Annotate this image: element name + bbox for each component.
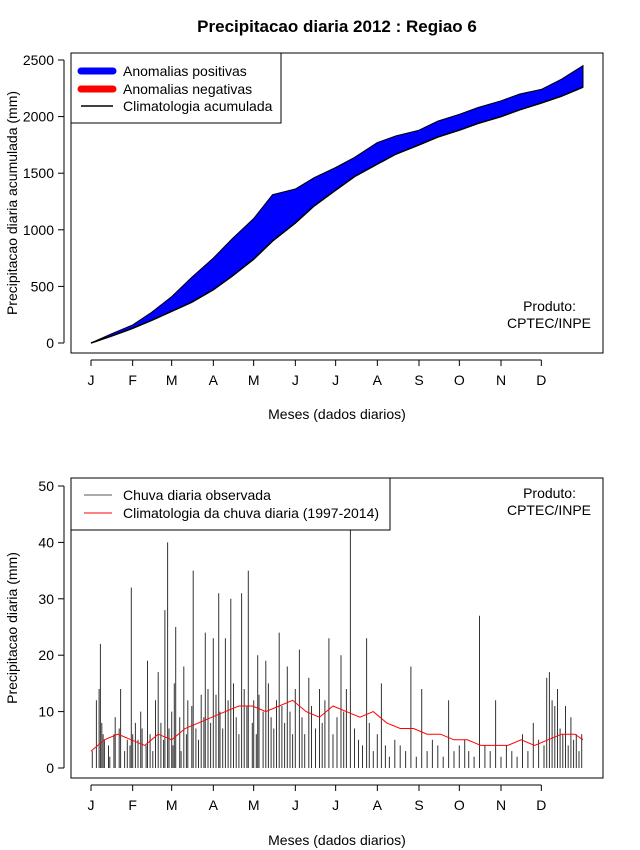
bottom-x-tick-label: A <box>209 797 219 813</box>
bottom-x-tick-label: O <box>454 797 465 813</box>
top-x-tick-label: A <box>373 372 383 388</box>
bottom-x-tick-label: D <box>536 797 546 813</box>
top-y-tick-label: 2500 <box>23 52 54 68</box>
top-x-tick-label: F <box>128 372 137 388</box>
bottom-x-tick-label: S <box>414 797 423 813</box>
top-x-tick-label: A <box>209 372 219 388</box>
bottom-x-tick-label: J <box>332 797 339 813</box>
bottom-x-tick-label: M <box>166 797 178 813</box>
bottom-x-tick-label: N <box>496 797 506 813</box>
top-x-tick-label: M <box>166 372 178 388</box>
bottom-y-axis: 0 10 20 30 40 50 <box>38 478 65 776</box>
bottom-y-tick-label: 50 <box>38 478 54 494</box>
top-y-tick-label: 1500 <box>23 165 54 181</box>
bottom-y-tick-label: 10 <box>38 704 54 720</box>
top-plot-border <box>70 52 604 354</box>
top-y-tick-label: 2000 <box>23 109 54 125</box>
bottom-y-tick-label: 30 <box>38 591 54 607</box>
top-y-tick-label: 1000 <box>23 222 54 238</box>
cumulative-chart: Precipitacao diaria 2012 : Regiao 6 0 500… <box>4 17 604 422</box>
top-x-tick-label: J <box>88 372 95 388</box>
legend-label-climatology: Climatologia acumulada <box>123 98 273 114</box>
top-x-tick-label: M <box>248 372 260 388</box>
top-y-axis: 0 500 1000 1500 2000 2500 <box>23 52 65 351</box>
bottom-x-axis-label: Meses (dados diarios) <box>268 832 406 848</box>
bottom-credit-line-2: CPTEC/INPE <box>507 502 591 518</box>
bottom-x-tick-label: F <box>128 797 137 813</box>
legend-label-daily-climatology: Climatologia da chuva diaria (1997-2014) <box>123 505 379 521</box>
top-legend: Anomalias positivas Anomalias negativas … <box>70 52 282 124</box>
daily-rain-bars <box>91 519 583 768</box>
climatology-cumulative-line <box>90 86 584 344</box>
daily-climatology-line <box>90 699 584 752</box>
top-credit-line-1: Produto: <box>523 298 576 314</box>
legend-label-negative: Anomalias negativas <box>123 81 252 97</box>
bottom-x-tick-label: M <box>248 797 260 813</box>
bottom-y-tick-label: 20 <box>38 647 54 663</box>
chart-title: Precipitacao diaria 2012 : Regiao 6 <box>197 17 477 36</box>
top-x-tick-label: N <box>496 372 506 388</box>
top-x-tick-label: O <box>454 372 465 388</box>
top-x-tick-label: J <box>292 372 299 388</box>
daily-chart: 0 10 20 30 40 50 J F M A M J J A S O N D Meses (dados di… <box>4 477 604 848</box>
bottom-x-tick-label: J <box>292 797 299 813</box>
bottom-y-tick-label: 0 <box>46 760 54 776</box>
legend-label-positive: Anomalias positivas <box>123 63 247 79</box>
bottom-legend: Chuva diaria observada Climatologia da c… <box>70 477 391 531</box>
bottom-legend-box <box>70 477 391 531</box>
top-credit-line-2: CPTEC/INPE <box>507 315 591 331</box>
top-y-axis-label: Precipitacao diaria acumulada (mm) <box>4 91 20 315</box>
legend-label-observed: Chuva diaria observada <box>123 487 271 503</box>
top-y-tick-label: 500 <box>31 278 55 294</box>
top-x-tick-label: J <box>332 372 339 388</box>
bottom-credit-line-1: Produto: <box>523 485 576 501</box>
bottom-y-axis-label: Precipitacao diaria (mm) <box>4 552 20 704</box>
top-x-tick-label: S <box>414 372 423 388</box>
bottom-x-tick-label: A <box>373 797 383 813</box>
top-y-tick-label: 0 <box>46 335 54 351</box>
bottom-y-tick-label: 40 <box>38 534 54 550</box>
bottom-x-tick-label: J <box>88 797 95 813</box>
top-x-tick-label: D <box>536 372 546 388</box>
top-x-axis-label: Meses (dados diarios) <box>268 406 406 422</box>
